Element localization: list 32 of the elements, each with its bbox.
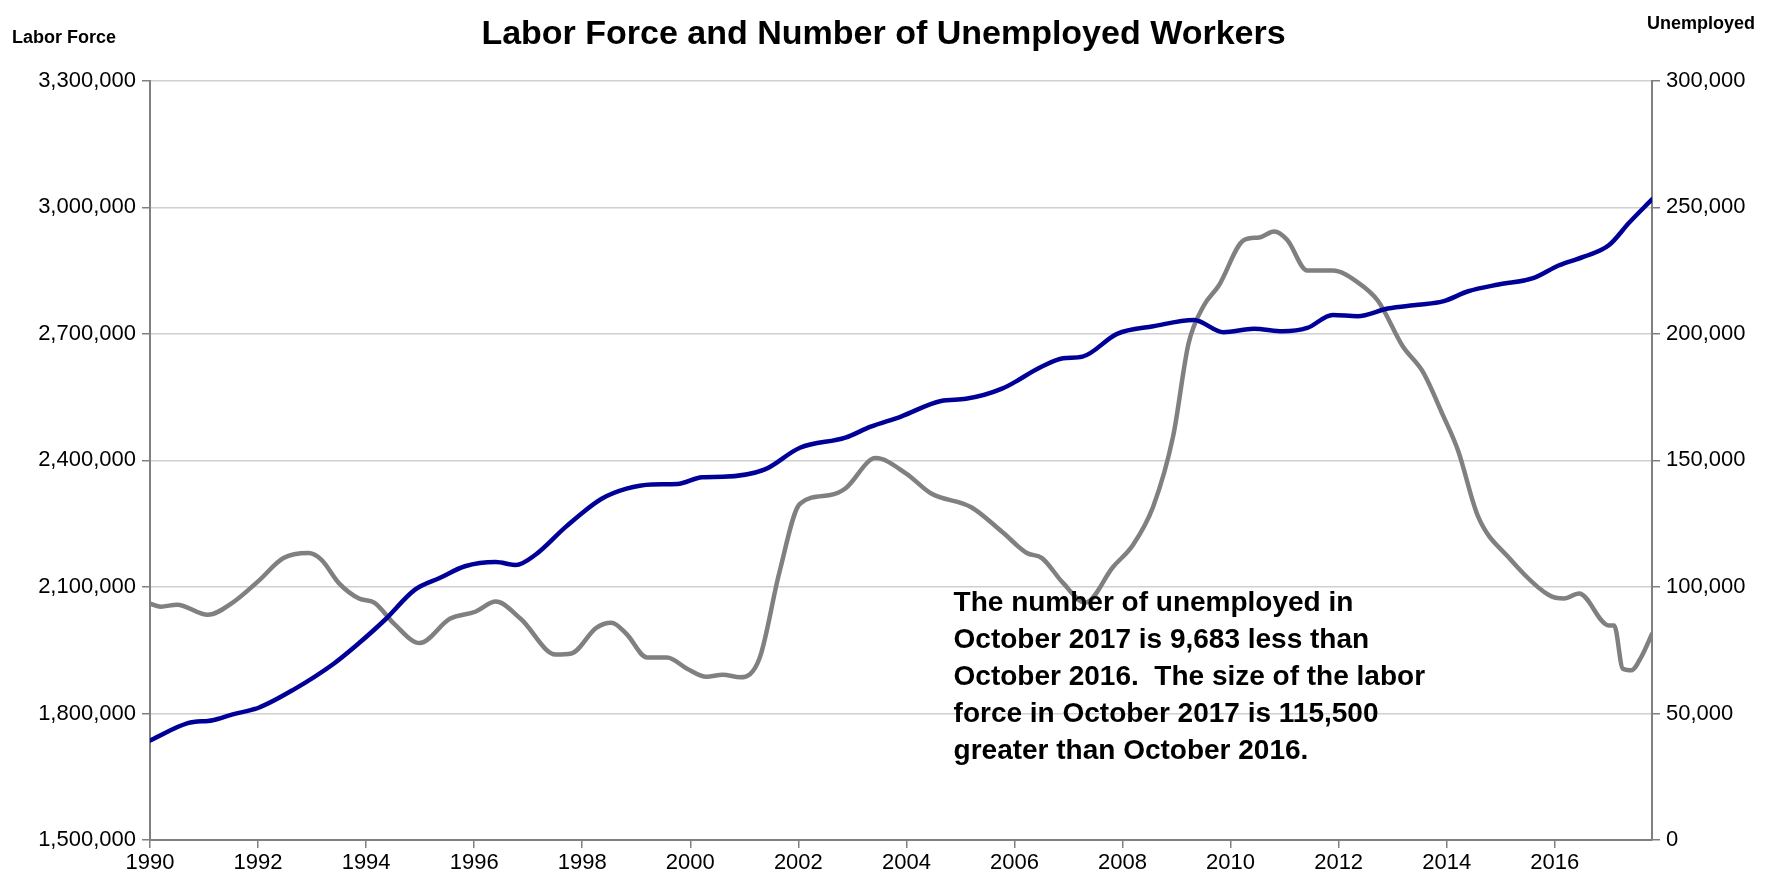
x-tick-label: 1996 bbox=[449, 849, 499, 875]
x-tick-label: 1994 bbox=[341, 849, 391, 875]
y2-tick-label: 250,000 bbox=[1666, 193, 1746, 219]
x-tick-label: 1992 bbox=[233, 849, 283, 875]
annotation: The number of unemployed in October 2017 is 9,683 less than October 2016. The size of the labor force in October 2017 is 115,500 greater than October 2016. bbox=[953, 586, 1426, 766]
y-tick-label: 2,400,000 bbox=[38, 446, 136, 472]
y-tick-label: 2,100,000 bbox=[38, 573, 136, 598]
x-tick-label: 2000 bbox=[665, 849, 715, 875]
y2-tick-label: 200,000 bbox=[1666, 319, 1746, 345]
y-tick-label: 3,000,000 bbox=[38, 193, 136, 219]
x-tick-label: 2012 bbox=[1314, 849, 1364, 875]
x-tick-label: 1998 bbox=[557, 849, 607, 875]
y2-axis-title: Unemployed bbox=[1646, 12, 1755, 33]
x-tick-label: 2006 bbox=[989, 849, 1039, 875]
chart-title: Labor Force and Number of Unemployed Workers bbox=[481, 12, 1286, 51]
y2-tick-label: 100,000 bbox=[1666, 573, 1746, 598]
x-tick-label: 2016 bbox=[1530, 849, 1580, 875]
x-tick-label: 2014 bbox=[1422, 849, 1472, 875]
x-tick-label: 2002 bbox=[773, 849, 823, 875]
x-tick-label: 2008 bbox=[1098, 849, 1147, 875]
x-tick-label: 2004 bbox=[881, 849, 931, 875]
y2-tick-label: 0 bbox=[1666, 826, 1679, 852]
y-tick-label: 3,300,000 bbox=[38, 66, 136, 92]
y2-tick-label: 50,000 bbox=[1666, 699, 1734, 725]
y-tick-label: 1,800,000 bbox=[38, 699, 136, 725]
y-tick-label: 2,700,000 bbox=[38, 319, 136, 345]
x-tick-label: 2010 bbox=[1206, 849, 1256, 875]
y2-tick-label: 300,000 bbox=[1666, 66, 1746, 92]
y-axis-title: Labor Force bbox=[12, 26, 117, 47]
y-tick-label: 1,500,000 bbox=[38, 826, 136, 852]
y2-tick-label: 150,000 bbox=[1666, 446, 1746, 472]
x-tick-label: 1990 bbox=[125, 849, 175, 875]
